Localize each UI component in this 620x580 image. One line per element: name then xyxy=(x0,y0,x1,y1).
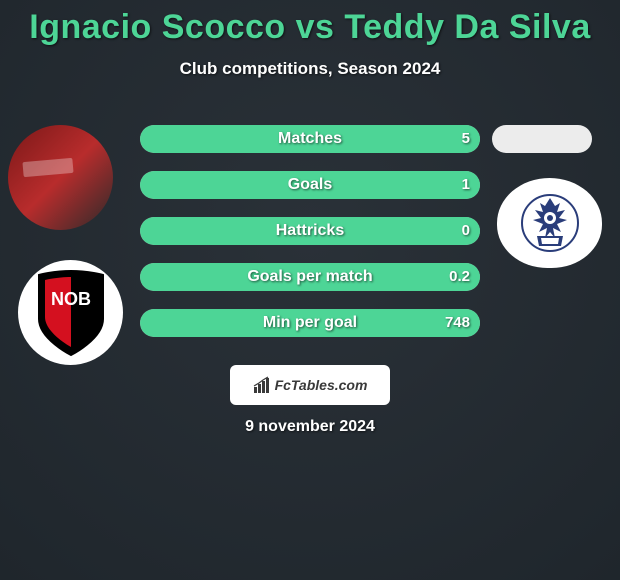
stat-row-matches: Matches 5 xyxy=(140,125,480,153)
player-pill-right xyxy=(492,125,592,153)
stat-row-hattricks: Hattricks 0 xyxy=(140,217,480,245)
stat-value: 0.2 xyxy=(449,263,470,291)
stat-label: Goals per match xyxy=(140,263,480,291)
date-text: 9 november 2024 xyxy=(0,418,620,436)
stat-label: Goals xyxy=(140,171,480,199)
chart-icon xyxy=(253,376,271,394)
brand-text: FcTables.com xyxy=(275,377,368,393)
knight-crest-icon xyxy=(515,188,585,258)
stat-row-goals-per-match: Goals per match 0.2 xyxy=(140,263,480,291)
stat-row-min-per-goal: Min per goal 748 xyxy=(140,309,480,337)
stat-row-goals: Goals 1 xyxy=(140,171,480,199)
club-logo-left: NOB xyxy=(18,260,123,365)
stat-label: Matches xyxy=(140,125,480,153)
stat-value: 5 xyxy=(462,125,470,153)
stat-label: Min per goal xyxy=(140,309,480,337)
stat-value: 1 xyxy=(462,171,470,199)
brand-badge[interactable]: FcTables.com xyxy=(230,365,390,405)
stat-value: 0 xyxy=(462,217,470,245)
club-logo-right xyxy=(497,178,602,268)
stat-label: Hattricks xyxy=(140,217,480,245)
stat-value: 748 xyxy=(445,309,470,337)
nob-text: NOB xyxy=(51,289,91,309)
nob-shield-icon: NOB xyxy=(33,269,109,357)
player-photo-left xyxy=(8,125,113,230)
subtitle: Club competitions, Season 2024 xyxy=(0,59,620,79)
page-title: Ignacio Scocco vs Teddy Da Silva xyxy=(0,0,620,47)
stats-container: Matches 5 Goals 1 Hattricks 0 Goals per … xyxy=(140,125,480,355)
